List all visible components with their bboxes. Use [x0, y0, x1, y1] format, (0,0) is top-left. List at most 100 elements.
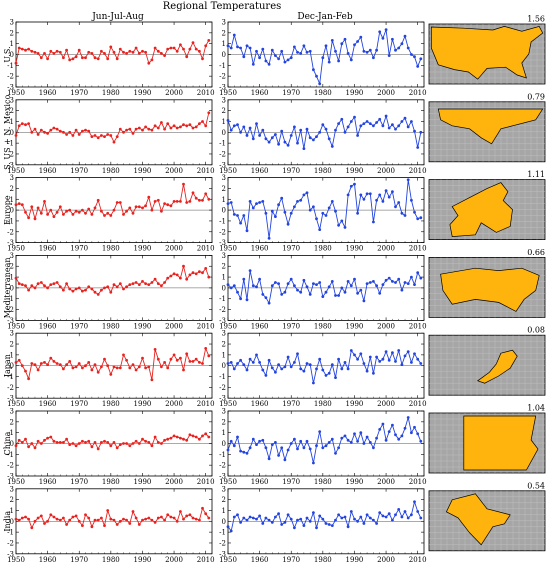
data-point [226, 448, 230, 452]
data-point [274, 515, 277, 519]
data-point [359, 352, 363, 356]
data-point [160, 209, 163, 213]
x-tick-label: 1980 [102, 89, 120, 97]
data-point [74, 287, 78, 291]
data-point [387, 358, 391, 362]
figure-title: Regional Temperatures [163, 1, 282, 12]
data-point [109, 134, 113, 137]
data-point [65, 209, 68, 213]
data-point [188, 123, 192, 127]
data-point [318, 430, 322, 433]
data-point [261, 47, 265, 51]
y-tick-label: 1 [10, 351, 14, 359]
data-point [122, 50, 125, 54]
data-point [277, 203, 280, 207]
data-point [258, 134, 261, 137]
data-point [93, 363, 97, 366]
data-point [394, 360, 397, 363]
row-label: India [3, 511, 12, 532]
data-point [330, 39, 334, 42]
data-point [166, 437, 170, 441]
y-tick-label: 1 [10, 40, 14, 48]
data-point [96, 198, 100, 202]
data-point [359, 35, 363, 39]
data-point [33, 127, 37, 131]
data-point [163, 54, 167, 57]
data-point [356, 519, 359, 523]
y-tick-label: -3 [219, 239, 226, 247]
x-tick-label: 1990 [134, 322, 152, 330]
y-tick-label: -1 [219, 451, 226, 459]
data-point [296, 447, 299, 451]
data-point [359, 431, 363, 435]
data-point [74, 514, 78, 518]
y-tick-label: 2 [10, 263, 14, 271]
map-panel-china: 1.04 [428, 404, 546, 474]
map-value-label: 0.08 [527, 326, 545, 335]
data-point [321, 295, 325, 298]
data-point [204, 44, 208, 48]
data-point [122, 517, 125, 521]
data-point [356, 291, 359, 295]
data-point [96, 370, 100, 374]
data-point [112, 365, 116, 369]
data-point [109, 517, 113, 521]
data-point [194, 196, 198, 200]
data-point [179, 510, 182, 513]
data-point [232, 33, 236, 37]
data-point [150, 281, 154, 284]
data-point [112, 283, 116, 286]
y-tick-label: -2 [219, 384, 226, 392]
data-point [14, 276, 18, 280]
x-tick-label: 1990 [346, 167, 364, 175]
data-point [131, 211, 135, 215]
data-point [343, 290, 347, 294]
data-point [378, 428, 382, 431]
data-point [248, 515, 252, 519]
data-point [334, 451, 337, 455]
data-point [36, 516, 40, 520]
data-point [330, 145, 334, 148]
data-point [251, 206, 255, 210]
data-point [27, 445, 30, 449]
y-tick-label: 0 [222, 207, 226, 215]
panel-india-summer: -3 -2 -1 0 1 2 3 1950 1960 1970 1980 1990 2000 2010 In… [3, 485, 215, 564]
data-point [416, 146, 420, 149]
data-point [128, 206, 132, 210]
data-point [286, 448, 290, 452]
data-point [410, 53, 413, 56]
data-point [416, 65, 420, 68]
data-point [346, 193, 350, 197]
data-point [397, 349, 401, 352]
x-tick-label: 1960 [39, 322, 57, 330]
data-point [169, 126, 173, 130]
data-point [125, 518, 128, 522]
row-label: Japan [3, 354, 12, 378]
y-tick-label: -1 [219, 295, 226, 303]
data-point [353, 115, 356, 119]
data-point [315, 367, 318, 371]
data-point [305, 439, 309, 443]
data-point [321, 211, 325, 215]
panel-s-us-n-mexico-winter: -3 -2 -1 0 1 2 3 1950 1960 1970 1980 1990 2000 2010 [219, 96, 427, 175]
data-point [264, 59, 268, 63]
data-point [46, 286, 49, 290]
data-point [84, 56, 87, 60]
data-point [84, 441, 87, 444]
data-point [46, 213, 49, 216]
data-point [261, 200, 265, 203]
data-point [403, 354, 407, 358]
data-point [400, 288, 404, 292]
data-point [299, 290, 303, 294]
x-tick-label: 1970 [70, 478, 88, 486]
data-point [255, 353, 258, 357]
x-tick-label: 1970 [70, 89, 88, 97]
data-point [381, 357, 385, 361]
data-point [353, 353, 356, 357]
data-point [258, 56, 261, 60]
panel-japan-winter: -3 -2 -1 0 1 2 3 1950 1960 1970 1980 1990 2000 2010 [219, 330, 427, 409]
data-point [52, 439, 56, 443]
x-tick-label: 1990 [346, 400, 364, 408]
data-point [375, 48, 378, 52]
data-point [17, 518, 21, 522]
